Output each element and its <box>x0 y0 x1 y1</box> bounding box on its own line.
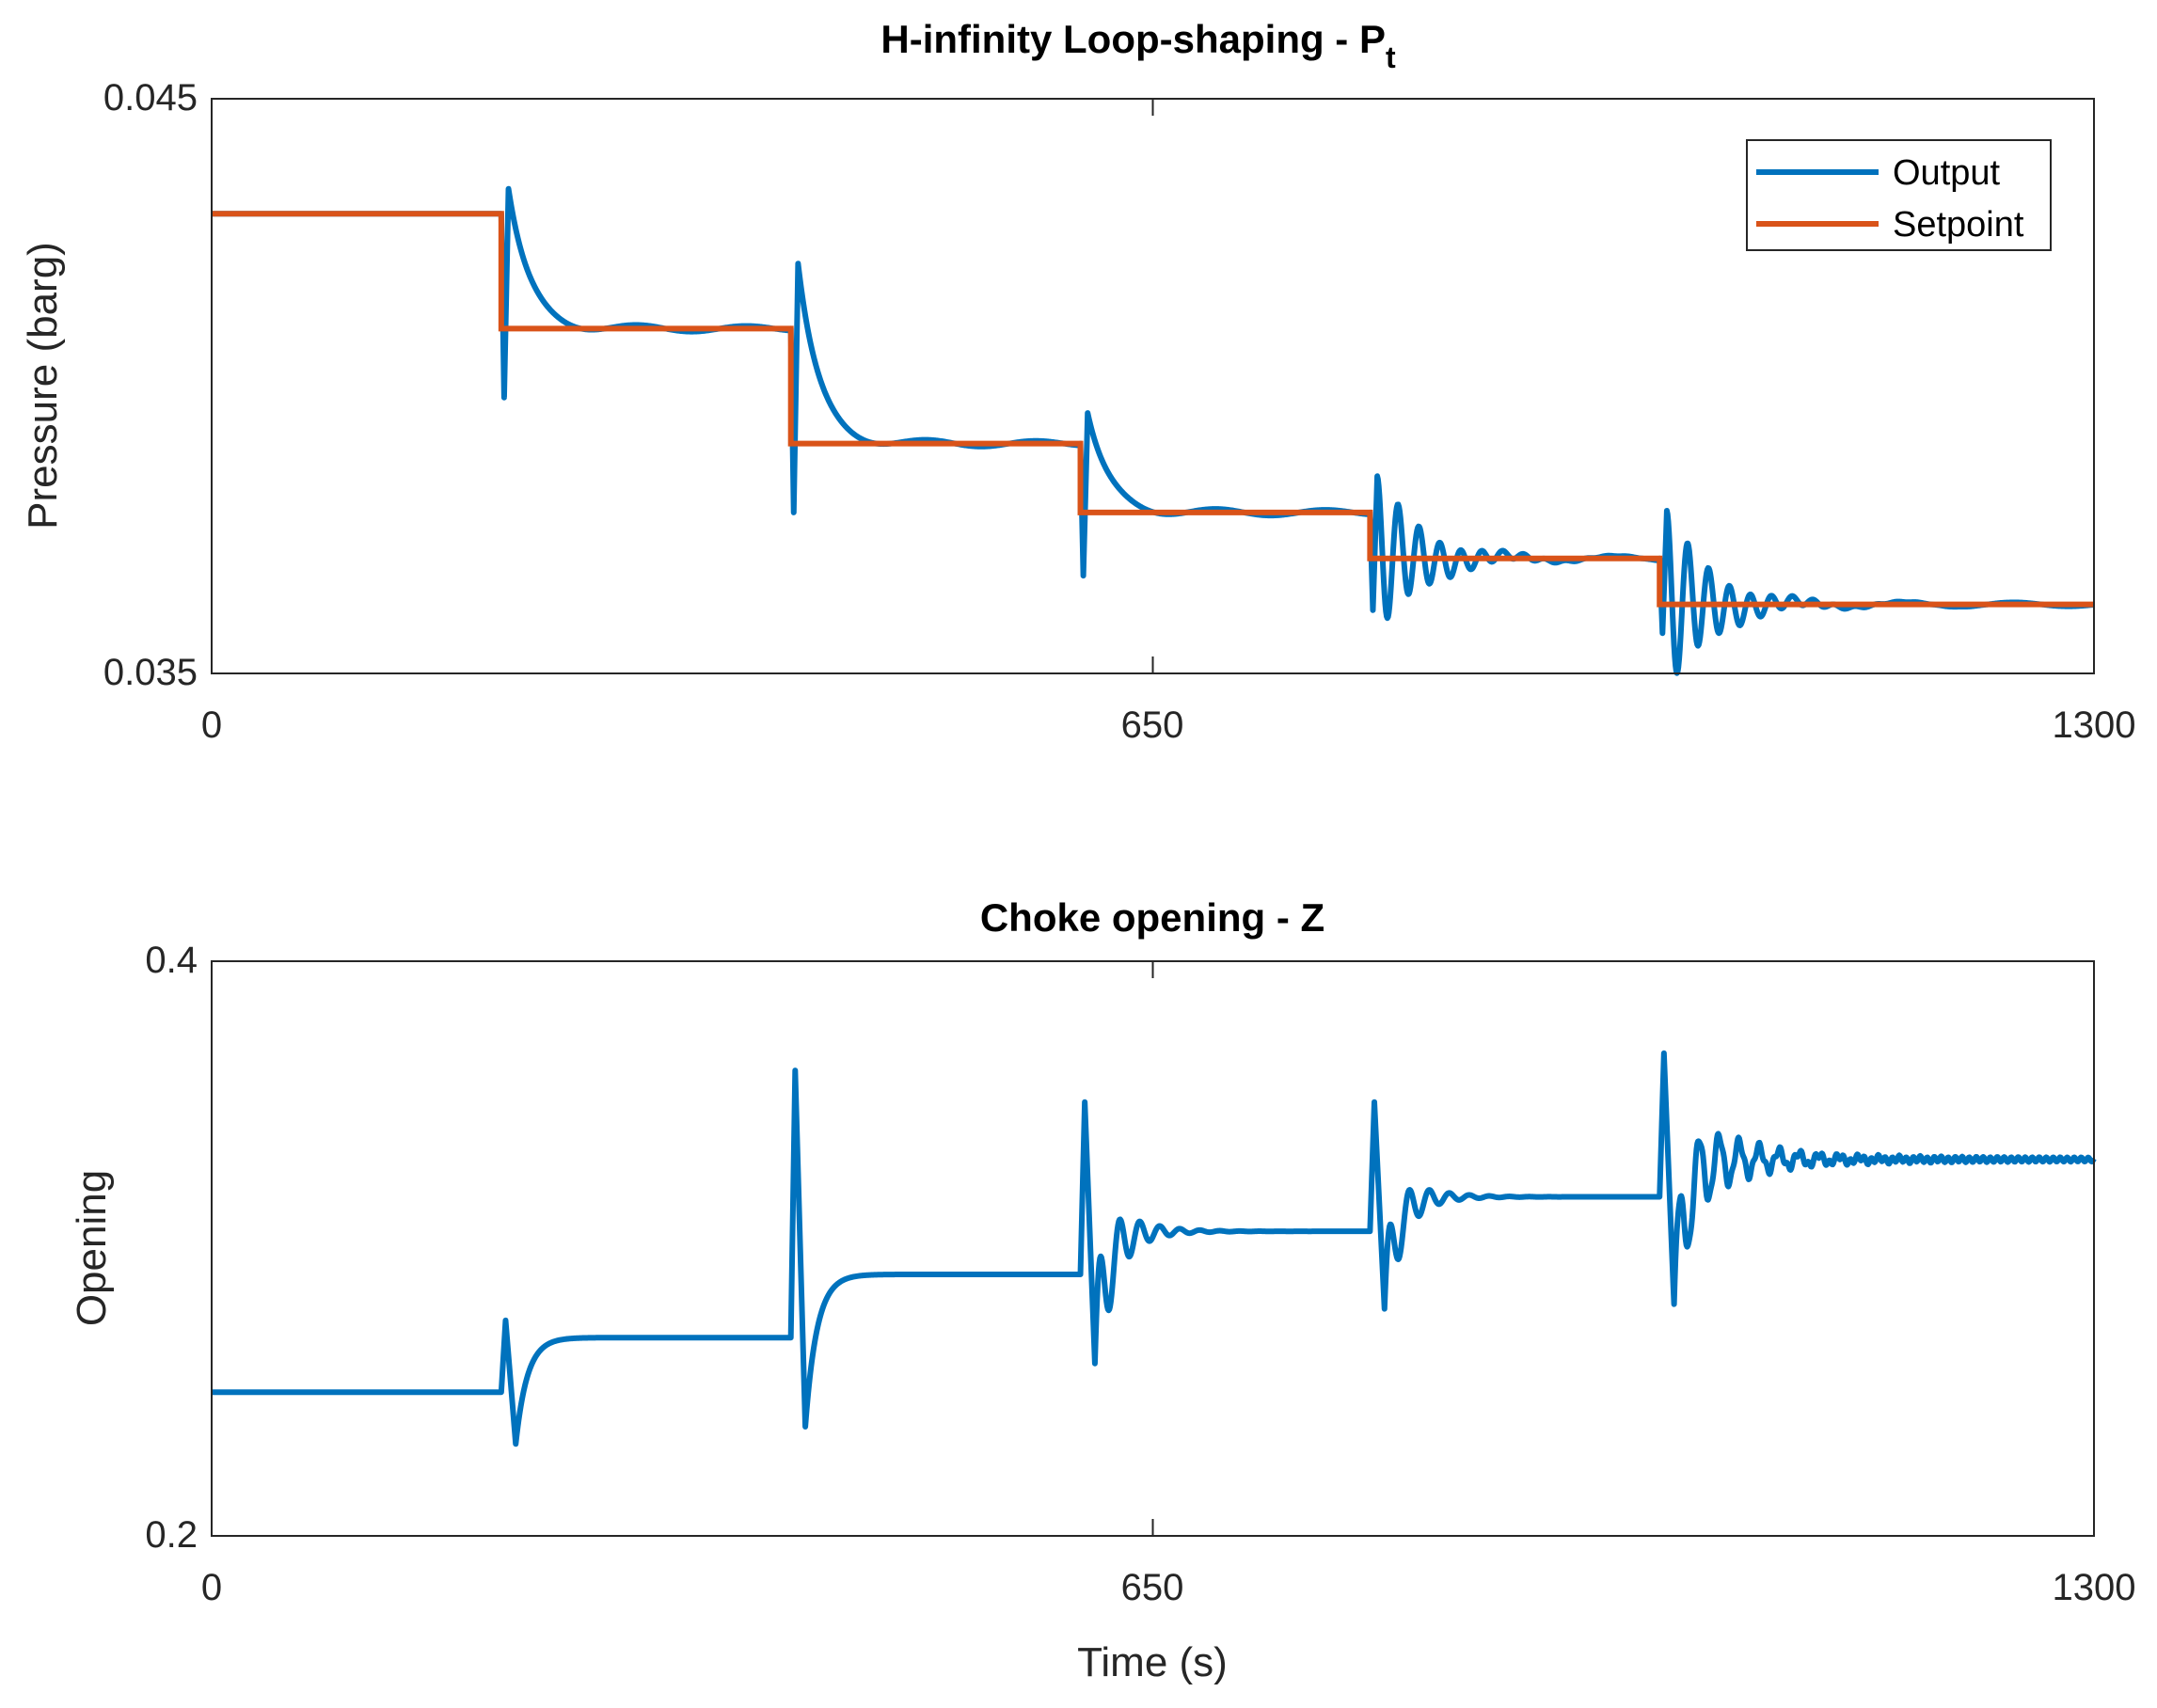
choke-xtick-0: 0 <box>201 1567 222 1608</box>
choke-chart-title: Choke opening - Z <box>980 895 1324 940</box>
pressure-xtick-650: 650 <box>1121 704 1184 746</box>
pressure-ytick-bottom: 0.035 <box>103 652 198 693</box>
legend-box <box>1746 139 2052 251</box>
pressure-ylabel: Pressure (barg) <box>20 242 66 530</box>
pressure-xtick-1300: 1300 <box>2053 704 2136 746</box>
pressure-xtick-0: 0 <box>201 704 222 746</box>
pressure-panel: H-infinity Loop-shaping - Pt 0.045 0.035… <box>20 17 2135 746</box>
pressure-setpoint-line <box>212 211 2094 608</box>
pressure-output-line <box>209 185 2097 676</box>
choke-opening-line <box>209 1050 2097 1447</box>
choke-axes-box <box>211 960 2095 1537</box>
legend: Output Setpoint <box>1746 139 2052 251</box>
choke-ytick-bottom: 0.2 <box>145 1514 198 1556</box>
pressure-axes-box <box>211 98 2095 674</box>
legend-setpoint-label: Setpoint <box>1893 205 2024 245</box>
choke-plot-area <box>209 961 2097 1536</box>
pressure-ytick-top: 0.045 <box>103 77 198 119</box>
choke-xtick-1300: 1300 <box>2053 1567 2136 1608</box>
choke-xlabel: Time (s) <box>1077 1639 1228 1685</box>
choke-panel: Choke opening - Z 0.4 0.2 0 650 1300 Ope… <box>69 895 2135 1685</box>
pressure-chart-title: H-infinity Loop-shaping - Pt <box>880 17 1396 74</box>
choke-tick-marks <box>211 961 2095 1536</box>
legend-output-label: Output <box>1893 153 2001 193</box>
choke-ylabel: Opening <box>69 1170 115 1326</box>
choke-ytick-top: 0.4 <box>145 940 198 981</box>
choke-xtick-650: 650 <box>1121 1567 1184 1608</box>
